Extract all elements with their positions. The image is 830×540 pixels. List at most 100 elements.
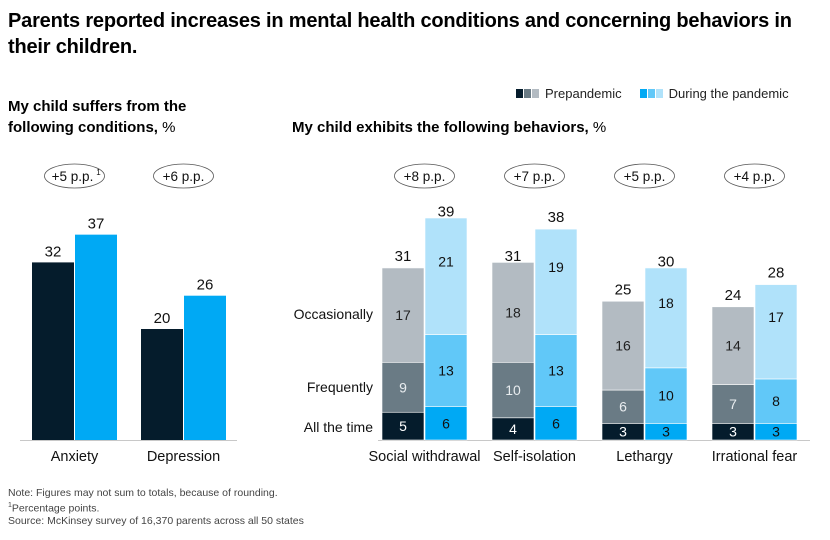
delta-pill-anxiety-oval (44, 163, 105, 189)
delta-pill-irrational-fear-label: +4 p.p. (734, 169, 776, 184)
bar-segment-social-withdrawal-pre-occasionally (381, 267, 425, 363)
left-subtitle-text: My child suffers from the following cond… (8, 98, 187, 136)
bar-segment-social-withdrawal-during-frequently (424, 334, 468, 407)
bar-segment-irrational-fear-during-frequently (754, 378, 798, 424)
segment-label-lethargy-pre-0: 3 (619, 424, 627, 440)
bar-segment-lethargy-pre-occasionally (601, 300, 645, 391)
data-label-depression-during: 26 (197, 277, 214, 294)
legend-swatch-pre-all (516, 89, 523, 98)
segment-label-lethargy-pre-2: 16 (615, 338, 631, 354)
total-label-irrational-fear-pre: 24 (725, 287, 742, 304)
bar-depression-during (184, 295, 226, 440)
segment-label-irrational-fear-pre-2: 14 (725, 338, 741, 354)
legend-swatch-pre-freq (524, 89, 531, 98)
bar-segment-irrational-fear-pre-occasionally (711, 306, 755, 385)
segment-label-lethargy-during-2: 18 (658, 295, 674, 311)
total-label-social-withdrawal-pre: 31 (395, 248, 412, 265)
source-text: Source: McKinsey survey of 16,370 parent… (8, 514, 304, 527)
segment-label-self-isolation-during-2: 19 (548, 259, 564, 275)
bar-segment-social-withdrawal-during-occasionally (424, 217, 468, 335)
right-chart-subtitle: My child exhibits the following behavior… (292, 117, 692, 138)
segment-label-social-withdrawal-pre-2: 17 (395, 307, 411, 323)
total-label-self-isolation-during: 38 (548, 209, 565, 226)
delta-pill-social-withdrawal-oval (394, 163, 455, 189)
bar-segment-social-withdrawal-during-all-the-time (424, 406, 468, 441)
segment-label-self-isolation-pre-0: 4 (509, 421, 517, 437)
segment-label-self-isolation-during-1: 13 (548, 363, 564, 379)
delta-pill-lethargy-label: +5 p.p. (624, 169, 666, 184)
left-chart-subtitle: My child suffers from the following cond… (8, 96, 208, 138)
delta-pill-depression-label: +6 p.p. (163, 169, 205, 184)
stack-label-frequently: Frequently (307, 379, 373, 395)
segment-label-social-withdrawal-during-0: 6 (442, 415, 450, 431)
bar-segment-self-isolation-during-occasionally (534, 228, 578, 335)
right-subtitle-unit: % (592, 119, 607, 136)
x-tick-depression: Depression (147, 449, 220, 465)
x-tick-self-isolation: Self-isolation (493, 449, 576, 465)
legend-swatch-pre-occ (532, 89, 539, 98)
segment-label-self-isolation-pre-2: 18 (505, 304, 521, 320)
segment-label-social-withdrawal-pre-0: 5 (399, 418, 407, 434)
legend-swatch-dur-all (639, 89, 647, 98)
data-label-anxiety-during: 37 (88, 216, 105, 233)
segment-label-lethargy-pre-1: 6 (619, 399, 627, 415)
bar-anxiety-during (75, 234, 117, 440)
bar-segment-self-isolation-during-frequently (534, 334, 578, 407)
x-tick-lethargy: Lethargy (616, 449, 673, 465)
delta-pill-anxiety-sup: 1 (96, 168, 101, 177)
bar-segment-lethargy-during-frequently (644, 367, 688, 424)
segment-label-social-withdrawal-during-1: 13 (438, 363, 454, 379)
x-tick-irrational-fear: Irrational fear (712, 449, 798, 465)
legend-swatch-dur-freq (647, 89, 655, 98)
x-tick-social-withdrawal: Social withdrawal (368, 449, 480, 465)
legend-swatch-dur-occ (655, 89, 663, 98)
bar-anxiety-prepandemic (32, 262, 74, 440)
bar-segment-self-isolation-pre-frequently (491, 361, 535, 419)
total-label-self-isolation-pre: 31 (505, 248, 522, 265)
delta-pill-social-withdrawal-label: +8 p.p. (404, 169, 446, 184)
segment-label-lethargy-during-1: 10 (658, 388, 674, 404)
stack-label-all-the-time: All the time (304, 419, 373, 435)
legend: Prepandemic During the pandemic (516, 86, 789, 101)
bar-segment-irrational-fear-during-occasionally (754, 284, 798, 380)
total-label-irrational-fear-during: 28 (768, 265, 785, 282)
segment-label-social-withdrawal-pre-1: 9 (399, 379, 407, 395)
segment-label-self-isolation-pre-1: 10 (505, 382, 521, 398)
bar-segment-social-withdrawal-pre-all-the-time (381, 411, 425, 441)
bar-depression-prepandemic (141, 329, 183, 440)
delta-pill-self-isolation-label: +7 p.p. (514, 169, 556, 184)
chart-title: Parents reported increases in mental hea… (8, 10, 792, 58)
legend-label-during: During the pandemic (668, 86, 789, 101)
segment-label-irrational-fear-during-1: 8 (772, 393, 780, 409)
delta-pill-irrational-fear-oval (724, 163, 785, 189)
segment-label-lethargy-during-0: 3 (662, 424, 670, 440)
note-text: Note: Figures may not sum to totals, bec… (8, 487, 278, 499)
total-label-social-withdrawal-during: 39 (438, 204, 455, 221)
data-label-depression-pre: 20 (154, 310, 171, 327)
pp-footnote: 1Percentage points. (8, 501, 100, 515)
total-label-lethargy-during: 30 (658, 254, 675, 271)
left-subtitle-unit: % (162, 119, 176, 136)
segment-label-irrational-fear-pre-1: 7 (729, 396, 737, 412)
segment-label-irrational-fear-pre-0: 3 (729, 424, 737, 440)
delta-pill-anxiety-label: +5 p.p. (52, 169, 94, 184)
right-subtitle-text: My child exhibits the following behavior… (292, 119, 589, 136)
delta-pill-lethargy-oval (614, 163, 675, 189)
data-label-anxiety-pre: 32 (45, 243, 62, 260)
bar-segment-self-isolation-pre-occasionally (491, 262, 535, 363)
bar-segment-social-withdrawal-pre-frequently (381, 361, 425, 413)
footnotes: Note: Figures may not sum to totals, bec… (8, 487, 304, 527)
segment-label-social-withdrawal-during-2: 21 (438, 253, 454, 269)
segment-label-irrational-fear-during-2: 17 (768, 309, 784, 325)
segment-label-irrational-fear-during-0: 3 (772, 424, 780, 440)
bar-segment-lethargy-pre-frequently (601, 389, 645, 424)
delta-pill-self-isolation-oval (504, 163, 565, 189)
segment-label-self-isolation-during-0: 6 (552, 415, 560, 431)
total-label-lethargy-pre: 25 (615, 281, 632, 298)
bar-segment-lethargy-during-occasionally (644, 267, 688, 369)
x-tick-anxiety: Anxiety (51, 449, 99, 465)
legend-label-prepandemic: Prepandemic (545, 86, 622, 101)
stack-label-occasionally: Occasionally (294, 306, 373, 322)
delta-pill-depression-oval (153, 163, 214, 189)
